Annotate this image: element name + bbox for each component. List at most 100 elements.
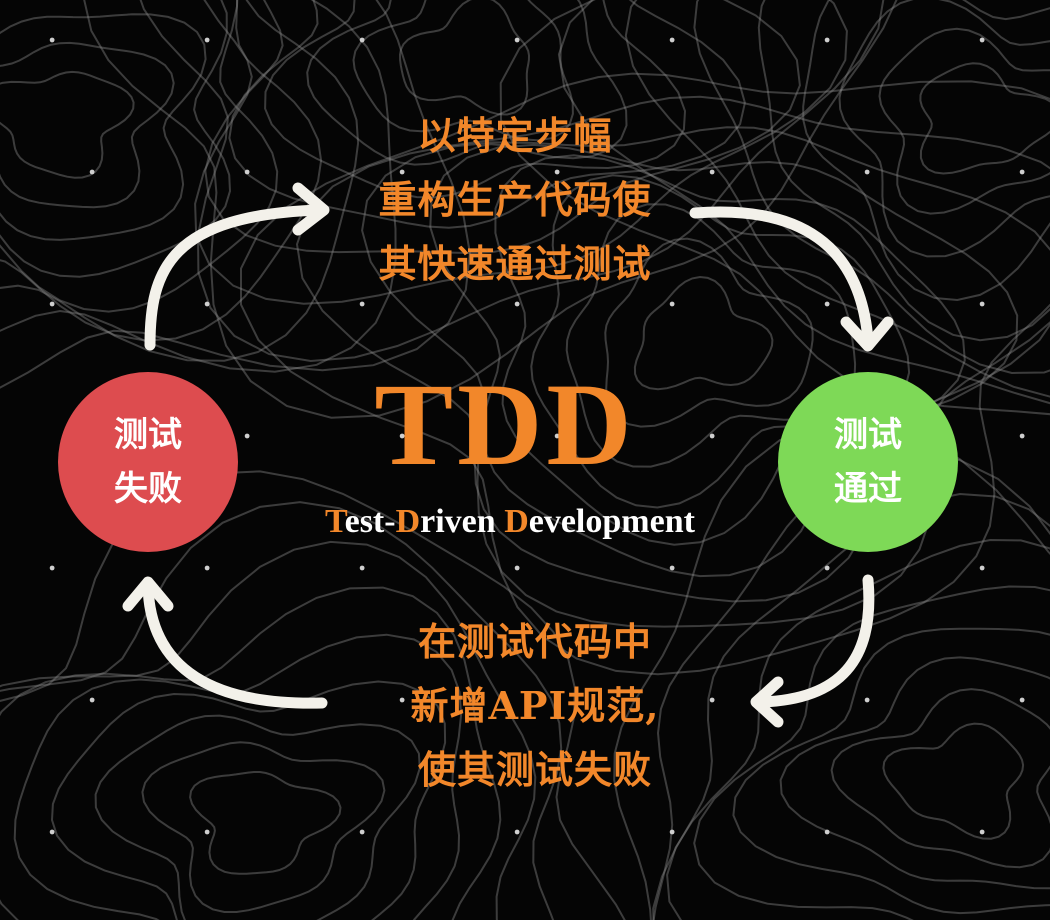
diagram-title: TDD [374,359,636,490]
arrowhead-refactor [292,182,330,236]
background-dot [554,697,560,703]
refactor-caption-line-3: 其快速通过测试 [378,241,652,286]
background-dot [1019,433,1025,439]
refactor-caption-line-1: 以特定步幅 [417,113,613,158]
background-dot [399,697,405,703]
contour-line [633,275,774,391]
background-dot [979,565,985,571]
background-dot [399,433,405,439]
contour-line [882,722,1025,840]
contour-line [565,203,857,468]
background-dot [554,169,560,175]
background-dot [89,697,95,703]
background-dot [669,37,675,43]
subtitle-part: T [325,503,345,540]
spec-caption-line-2: 新增API规范, [410,683,660,728]
background-dot [824,829,830,835]
contour-line [732,627,1050,915]
contour-line [779,656,1050,890]
background-dot [359,301,365,307]
background-dot [864,169,870,175]
background-dot [204,37,210,43]
background-dot [514,829,520,835]
arrowhead-spec [750,676,784,728]
background-dot [1019,169,1025,175]
background-dot [979,37,985,43]
background-dot [709,433,715,439]
background-dot [359,37,365,43]
arrowhead-pass [840,316,894,352]
background-dot [359,829,365,835]
test-fail-label-line-1: 测试 [114,415,182,455]
background-dot [669,829,675,835]
contour-line [757,0,1050,342]
contour-line [830,688,1050,869]
test-fail-node: 测试 失败 [58,372,238,552]
background-dot [864,697,870,703]
contour-line [557,0,1050,405]
background-dot [204,301,210,307]
contour-line [139,0,885,363]
subtitle-part: D [395,503,421,540]
contour-line [0,0,232,278]
arrowhead-fail [122,576,174,612]
contour-line [0,0,279,313]
background-dot [204,829,210,835]
background-dot [669,565,675,571]
contour-line [141,741,386,913]
contour-line [194,0,848,305]
contour-line [352,0,574,142]
contour-line [499,0,1050,416]
contour-line [666,538,1050,920]
background-dot [89,169,95,175]
contour-line [802,0,1050,302]
contour-line [693,0,1050,375]
background-dot [979,301,985,307]
contour-line [189,771,342,875]
refactor-caption-line-2: 重构生产代码使 [378,177,652,222]
contour-line [530,174,911,509]
contour-line [0,0,471,389]
contour-line [652,492,1050,920]
contour-line [204,0,801,255]
contour-line [0,0,397,373]
background-dot [514,37,520,43]
contour-line [295,95,1050,628]
background-dot [1019,697,1025,703]
contour-line [919,62,1050,175]
contour-line [0,13,207,241]
contour-line [693,585,1050,920]
contour-line [83,0,898,419]
subtitle-part: riven [420,503,505,540]
contour-line [838,0,1050,258]
background-dot [554,433,560,439]
test-fail-label-line-2: 失败 [114,469,182,509]
arrow-spec-to-fail [142,580,328,709]
background-dot [709,169,715,175]
contour-line [613,421,1050,920]
test-pass-node: 测试 通过 [778,372,958,552]
background-dot [824,37,830,43]
background-dot [669,301,675,307]
spec-caption-line-1: 在测试代码中 [417,619,652,664]
subtitle-part: D [504,503,529,540]
contour-line [264,0,687,199]
contour-line [0,70,135,179]
contour-line [0,0,360,362]
background-dot [244,433,250,439]
background-dot [709,697,715,703]
arrow-refactor-to-pass [689,206,874,346]
contour-line [0,586,502,920]
background-dot [979,829,985,835]
contour-line [624,0,1050,398]
contour-line [0,540,537,920]
contour-line [306,0,628,166]
arrow-pass-to-spec [754,574,875,708]
background-dot [49,37,55,43]
subtitle-part: evelopment [528,503,695,540]
contour-line [240,72,1050,676]
background-dot [824,301,830,307]
refactor-caption: 以特定步幅 重构生产代码使 其快速通过测试 [330,104,700,296]
